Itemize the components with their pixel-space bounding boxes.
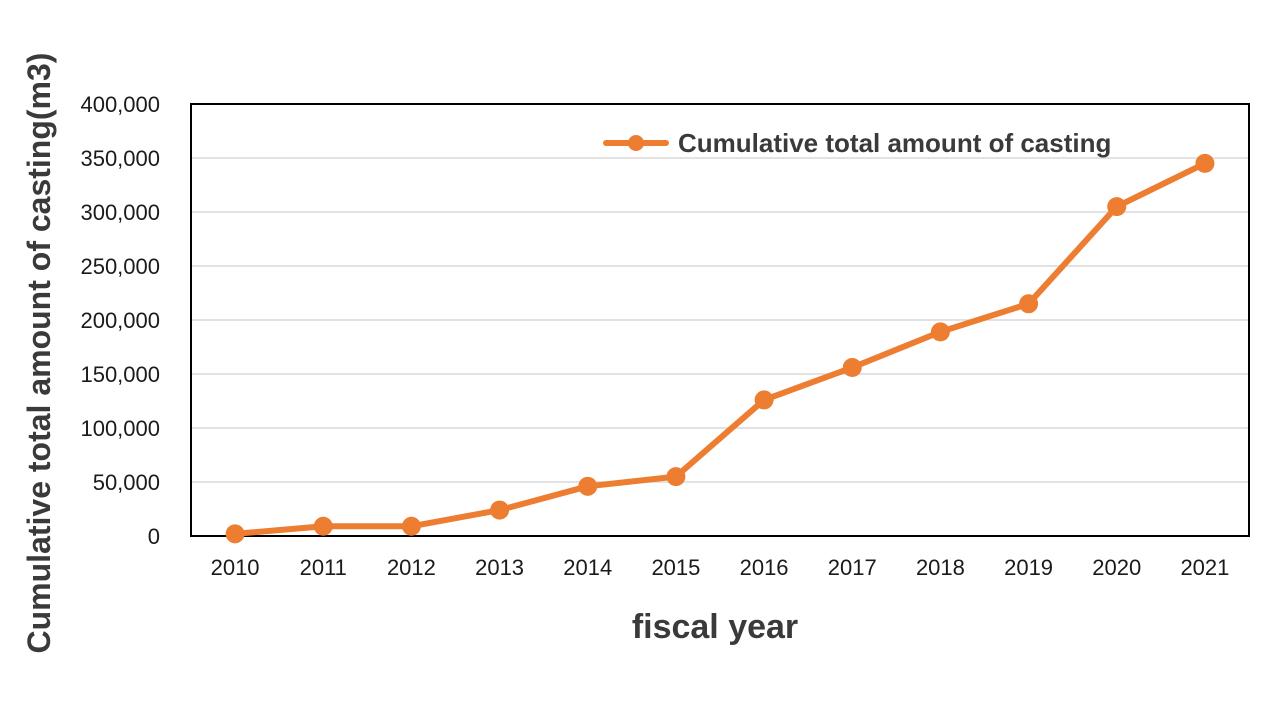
y-tick-label: 150,000 (80, 362, 160, 387)
grid-lines (191, 157, 1249, 483)
y-tick-label: 200,000 (80, 308, 160, 333)
legend-marker-swatch (628, 135, 644, 151)
x-tick-label: 2019 (1004, 555, 1053, 580)
x-axis-title: fiscal year (632, 608, 798, 646)
x-tick-label: 2021 (1180, 555, 1229, 580)
x-tick-label: 2015 (651, 555, 700, 580)
y-tick-label: 300,000 (80, 200, 160, 225)
data-point (842, 358, 862, 378)
x-axis-ticks: 2010 2011 2012 2013 2014 2015 2016 2017 2018 2019… (211, 555, 1230, 580)
data-point (1019, 294, 1039, 314)
y-tick-label: 350,000 (80, 146, 160, 171)
y-tick-label: 400,000 (80, 92, 160, 117)
data-point (930, 322, 950, 342)
x-tick-label: 2018 (916, 555, 965, 580)
plot-area-frame (190, 103, 1250, 537)
y-tick-label: 250,000 (80, 254, 160, 279)
x-tick-label: 2017 (828, 555, 877, 580)
data-point (401, 516, 421, 536)
x-tick-label: 2010 (211, 555, 260, 580)
data-point (754, 390, 774, 410)
legend-label: Cumulative total amount of casting (678, 128, 1111, 158)
data-point (490, 500, 510, 520)
series-layer (225, 153, 1215, 544)
series-line (232, 160, 1208, 537)
data-point (1195, 153, 1215, 173)
data-point (225, 524, 245, 544)
x-tick-label: 2020 (1092, 555, 1141, 580)
y-axis-title: Cumulative total amount of casting(m3) (21, 53, 57, 654)
data-point (578, 476, 598, 496)
x-tick-label: 2013 (475, 555, 524, 580)
x-tick-label: 2012 (387, 555, 436, 580)
x-tick-label: 2014 (563, 555, 612, 580)
y-tick-label: 50,000 (93, 470, 160, 495)
y-tick-label: 0 (148, 524, 160, 549)
y-tick-label: 100,000 (80, 416, 160, 441)
data-point (1107, 197, 1127, 217)
data-point (666, 467, 686, 487)
data-point (313, 516, 333, 536)
y-axis-ticks: 0 50,000 100,000 150,000 200,000 250,000 300,0… (80, 92, 160, 549)
x-tick-label: 2011 (300, 555, 347, 580)
legend: Cumulative total amount of casting (603, 128, 1111, 158)
x-tick-label: 2016 (740, 555, 789, 580)
